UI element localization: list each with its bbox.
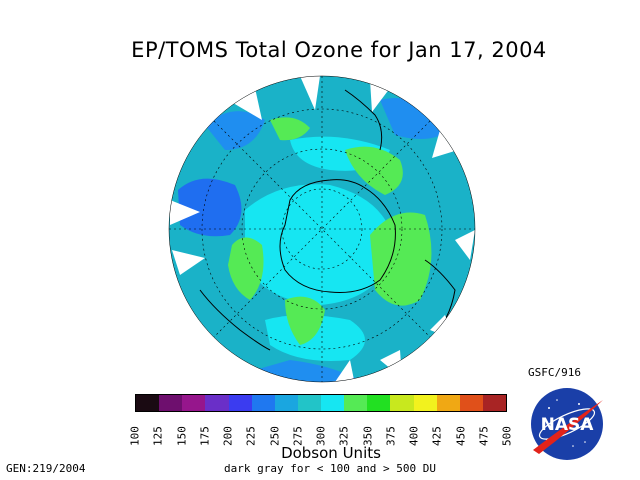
colorbar-swatch: [274, 395, 298, 411]
colorbar: [135, 394, 507, 412]
colorbar-tick-label: 375: [384, 426, 398, 446]
gen-label: GEN:219/2004: [6, 462, 86, 475]
colorbar-tick-label: 175: [198, 426, 212, 446]
colorbar-tick-label: 400: [407, 426, 421, 446]
ozone-map: [168, 75, 476, 383]
colorbar-swatch: [459, 395, 483, 411]
colorbar-swatch: [297, 395, 321, 411]
colorbar-tick-label: 200: [221, 426, 235, 446]
colorbar-swatch: [159, 395, 183, 411]
colorbar-tick-label: 150: [175, 426, 188, 446]
colorbar-swatch: [367, 395, 391, 411]
map-title: EP/TOMS Total Ozone for Jan 17, 2004: [131, 38, 547, 62]
ozone-field: [169, 76, 475, 382]
colorbar-swatch: [182, 395, 206, 411]
colorbar-swatch: [251, 395, 275, 411]
units-label: Dobson Units: [281, 444, 381, 462]
colorbar-tick-label: 325: [337, 426, 351, 446]
colorbar-swatch: [413, 395, 437, 411]
colorbar-tick-label: 425: [430, 426, 444, 446]
colorbar-tick-label: 300: [314, 426, 328, 446]
colorbar-tick-labels: 100 125 150 175 200 225 250 275 300 325 350 375 400 4…: [122, 416, 522, 446]
colorbar-tick-label: 225: [244, 426, 258, 446]
colorbar-tick-label: 450: [454, 426, 467, 446]
colorbar-tick-label: 350: [361, 426, 374, 446]
colorbar-tick-label: 500: [500, 426, 514, 446]
colorbar-swatch: [228, 395, 252, 411]
colorbar-swatch: [482, 395, 506, 411]
colorbar-tick-label: 100: [128, 426, 142, 446]
colorbar-swatch: [321, 395, 345, 411]
globe-outline: [168, 75, 476, 383]
colorbar-swatch: [436, 395, 460, 411]
colorbar-tick-label: 275: [291, 426, 305, 446]
colorbar-swatch: [390, 395, 414, 411]
nasa-meatball-icon: NASA: [531, 388, 603, 460]
colorbar-tick-label: 250: [268, 426, 281, 446]
colorbar-swatch: [205, 395, 229, 411]
colorbar-tick-label: 475: [477, 426, 491, 446]
source-label: GSFC/916: [528, 366, 581, 379]
colorbar-swatch: [136, 395, 160, 411]
colorbar-tick-label: 125: [151, 426, 165, 446]
colorbar-swatch: [344, 395, 368, 411]
range-note: dark gray for < 100 and > 500 DU: [224, 462, 436, 475]
nasa-logo-text: NASA: [541, 415, 595, 435]
